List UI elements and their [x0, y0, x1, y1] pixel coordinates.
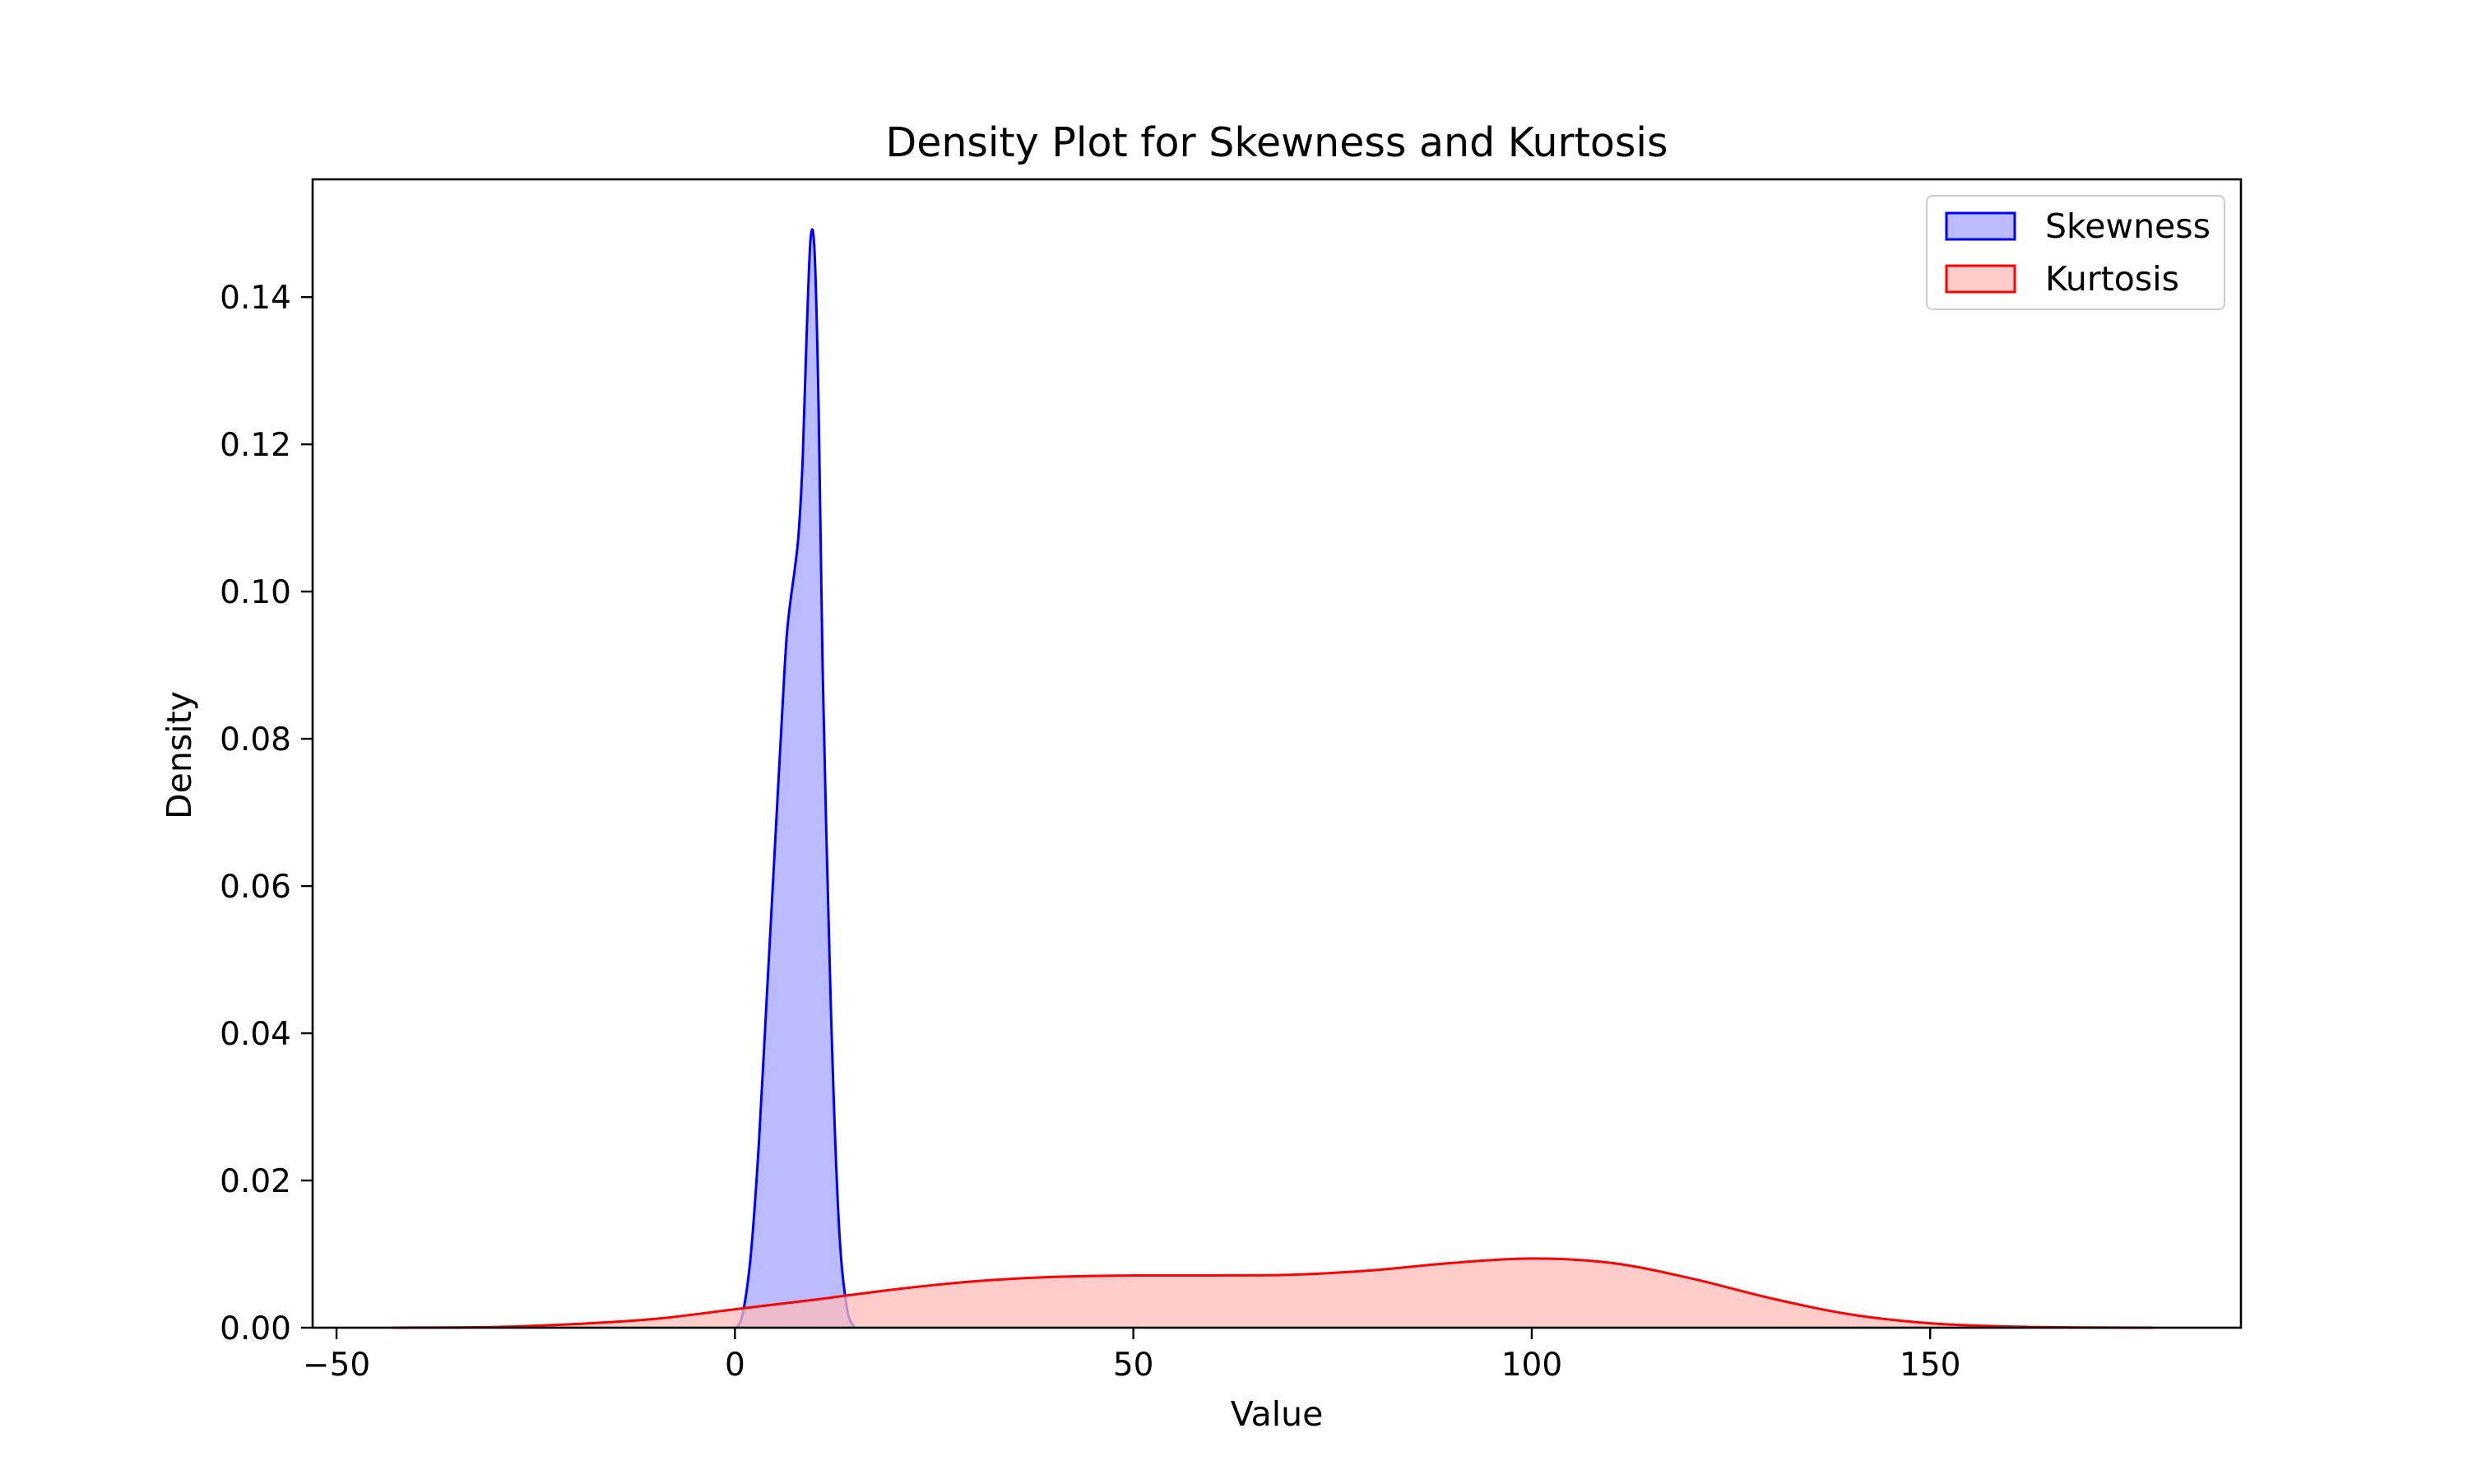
- x-tick-label: 50: [1113, 1347, 1154, 1384]
- y-axis-label: Density: [160, 691, 199, 819]
- x-axis-ticks: −50 0 50 100 150: [303, 1328, 1960, 1384]
- y-tick-label: 0.06: [220, 869, 291, 906]
- y-tick-label: 0.08: [220, 721, 291, 758]
- x-tick-label: 0: [725, 1347, 745, 1384]
- x-tick-label: 150: [1900, 1347, 1960, 1384]
- legend-entries: Skewness Kurtosis: [1945, 206, 2211, 299]
- y-tick-label: 0.12: [220, 427, 291, 464]
- legend-swatch-skewness: [1945, 211, 2016, 241]
- y-tick-label: 0.14: [220, 280, 291, 317]
- x-tick-label: 100: [1501, 1347, 1562, 1384]
- y-tick-label: 0.00: [220, 1310, 291, 1347]
- legend-label-skewness: Skewness: [2045, 206, 2211, 246]
- legend-label-kurtosis: Kurtosis: [2045, 259, 2179, 299]
- kurtosis-density-line: [392, 1257, 2154, 1329]
- plot-frame: [311, 178, 2243, 1329]
- legend-swatch-kurtosis: [1945, 264, 2016, 294]
- skewness-density-line: [735, 228, 856, 1329]
- y-tick-label: 0.10: [220, 574, 291, 611]
- x-tick-label: −50: [303, 1347, 370, 1384]
- x-axis-label: Value: [1231, 1394, 1324, 1434]
- y-tick-label: 0.02: [220, 1163, 291, 1200]
- skewness-density-area: [736, 229, 855, 1329]
- y-tick-label: 0.04: [220, 1016, 291, 1053]
- legend: Skewness Kurtosis: [1926, 195, 2225, 310]
- kurtosis-density-area: [392, 1258, 2154, 1328]
- series-layer: [392, 228, 2154, 1329]
- y-axis-ticks: 0.00 0.02 0.04 0.06 0.08 0.10 0.12 0.14: [220, 280, 313, 1347]
- chart-title: Density Plot for Skewness and Kurtosis: [885, 119, 1668, 166]
